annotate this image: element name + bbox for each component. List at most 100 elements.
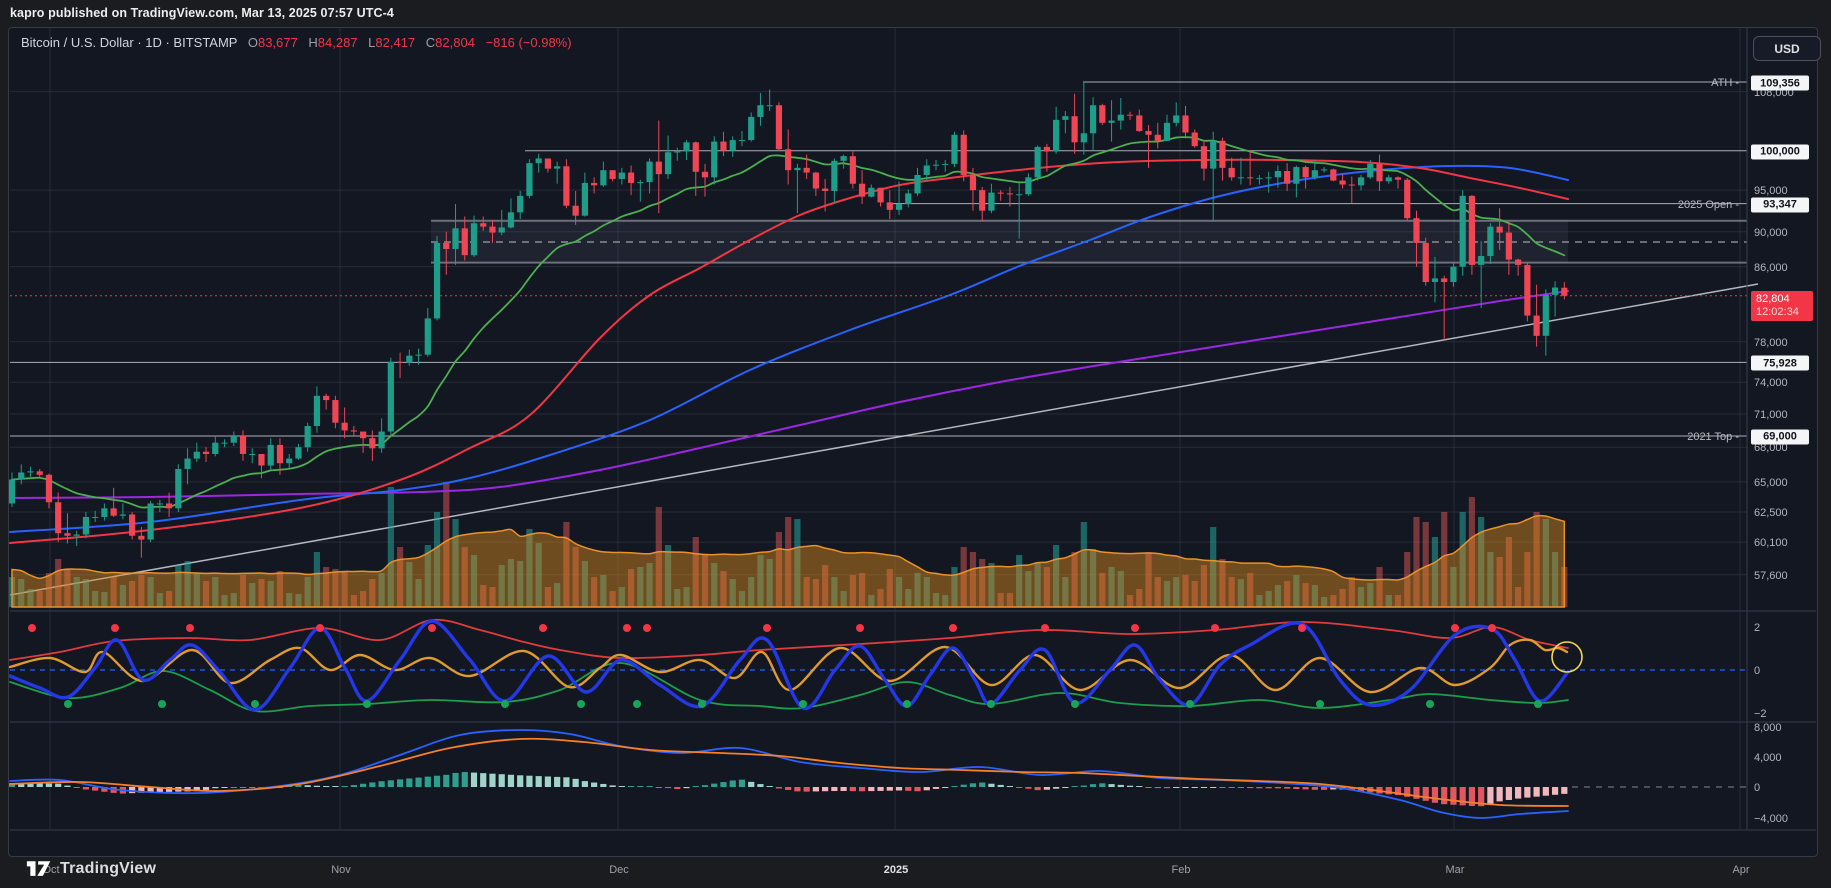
currency-toggle-button[interactable]: USD: [1753, 36, 1821, 61]
cycle-bottom-dot: [1426, 700, 1434, 708]
macd-axis-label: 0: [1754, 782, 1761, 794]
time-axis-label[interactable]: Apr: [1732, 864, 1750, 876]
price-axis-label: 95,000: [1754, 185, 1788, 198]
macd-axis-label: −4,000: [1754, 813, 1788, 825]
price-axis-label: 65,000: [1754, 476, 1788, 489]
cycle-top-dot: [643, 624, 651, 632]
cycle-bottom-dot: [577, 700, 585, 708]
price-axis-label: 86,000: [1754, 261, 1788, 274]
low-label: L: [368, 35, 376, 50]
oscillator-orange-line: [9, 638, 1569, 694]
open-label: O: [247, 35, 258, 50]
price-axis-label: 71,000: [1754, 409, 1788, 421]
price-level-box: 109,356: [1751, 75, 1809, 91]
oscillator-blue-line: [9, 619, 1570, 712]
macd-signal-line: [9, 737, 1569, 807]
price-level-box: 69,000: [1751, 429, 1809, 445]
volume-bars: [9, 482, 1568, 607]
cycle-top-dot: [186, 624, 194, 632]
high-value: 84,287: [317, 35, 358, 50]
cycle-bottom-dot: [698, 700, 706, 708]
cycle-bottom-dot: [64, 700, 72, 708]
price-level-tag: 2021 Top -: [1687, 430, 1739, 443]
cycle-top-dot: [1488, 624, 1496, 632]
close-value: 82,804: [435, 35, 475, 50]
cycle-bottom-dot: [1186, 700, 1194, 708]
published-header: kapro published on TradingView.com, Mar …: [10, 6, 394, 20]
cycle-bottom-dot: [633, 700, 641, 708]
cycle-top-dot: [763, 624, 771, 632]
tradingview-footer[interactable]: TradingView: [26, 858, 156, 880]
price-axis-label: 60,100: [1754, 537, 1788, 550]
oscillator-axis-label: −2: [1754, 708, 1767, 720]
cycle-top-dot: [1041, 624, 1049, 632]
cycle-top-dot: [1451, 624, 1459, 632]
last-price-box[interactable]: 82,804 12:02:34: [1751, 290, 1813, 321]
price-level-tag: ATH -: [1711, 77, 1739, 89]
cycle-bottom-dot: [903, 700, 911, 708]
cycle-top-dot: [1298, 624, 1306, 632]
cycle-bottom-dot: [251, 700, 259, 708]
low-value: 82,417: [375, 35, 416, 50]
bar-countdown: 12:02:34: [1756, 305, 1799, 318]
cycle-bottom-dot: [1071, 700, 1079, 708]
cycle-top-dot: [1131, 624, 1139, 632]
cycle-bottom-dot: [363, 700, 371, 708]
cycle-bottom-dot: [799, 700, 807, 708]
time-axis-label[interactable]: Feb: [1171, 864, 1191, 876]
change-value: −816 (−0.98%): [485, 35, 572, 50]
cycle-bottom-dot: [1316, 700, 1324, 708]
macd-axis-label: 4,000: [1754, 752, 1782, 764]
high-label: H: [308, 35, 318, 50]
price-level-box: 75,928: [1751, 355, 1809, 371]
last-price-value: 82,804: [1756, 292, 1790, 305]
price-level-tag: 2025 Open -: [1677, 198, 1739, 211]
cycle-top-dot: [1211, 624, 1219, 632]
open-value: 83,677: [257, 35, 298, 50]
tradingview-logo-icon: [26, 861, 51, 876]
price-level-box: 100,000: [1751, 144, 1809, 160]
price-chart-canvas[interactable]: [9, 28, 1817, 856]
cycle-top-dot: [428, 624, 436, 632]
chart-widget: Bitcoin / U.S. Dollar · 1D · BITSTAMP O8…: [8, 27, 1821, 876]
oscillator-red-line: [9, 618, 1569, 661]
oscillator-axis-label: 2: [1754, 622, 1761, 634]
highlight-circle-annotation[interactable]: [1551, 641, 1583, 673]
price-axis-label: 62,500: [1754, 507, 1788, 520]
supply-zone[interactable]: [431, 220, 1568, 263]
time-axis-label[interactable]: Mar: [1445, 864, 1465, 876]
time-axis-label[interactable]: 2025: [883, 864, 909, 876]
cycle-top-dot: [28, 624, 36, 632]
price-axis-label: 57,600: [1754, 569, 1788, 582]
time-axis-label[interactable]: Dec: [609, 864, 629, 876]
tradingview-brand-text: TradingView: [60, 860, 157, 877]
cycle-top-dot: [623, 624, 631, 632]
symbol-title: Bitcoin / U.S. Dollar · 1D · BITSTAMP: [21, 35, 238, 50]
volume-ma-area: [11, 514, 1566, 608]
cycle-top-dot: [111, 624, 119, 632]
price-axis-label: 68,000: [1754, 442, 1788, 455]
price-axis-label: 74,000: [1754, 377, 1788, 390]
price-axis-label: 78,000: [1754, 336, 1788, 349]
ma-50-red: [9, 158, 1569, 544]
macd-line: [9, 729, 1569, 819]
trendline[interactable]: [9, 283, 1759, 596]
ma-200-purple: [9, 290, 1569, 499]
cycle-bottom-dot: [501, 700, 509, 708]
price-level-box: 93,347: [1751, 197, 1809, 213]
oscillator-axis-label: 0: [1754, 665, 1761, 677]
cycle-bottom-dot: [1534, 700, 1542, 708]
cycle-top-dot: [316, 624, 324, 632]
symbol-legend[interactable]: Bitcoin / U.S. Dollar · 1D · BITSTAMP O8…: [21, 35, 572, 50]
close-label: C: [425, 35, 436, 50]
cycle-top-dot: [856, 624, 864, 632]
macd-axis-label: 8,000: [1754, 722, 1782, 734]
cycle-top-dot: [949, 624, 957, 632]
cycle-bottom-dot: [158, 700, 166, 708]
cycle-bottom-dot: [987, 700, 995, 708]
time-axis-label[interactable]: Nov: [331, 864, 351, 876]
cycle-top-dot: [539, 624, 547, 632]
macd-histogram: [9, 772, 1568, 807]
price-axis-label: 90,000: [1754, 226, 1788, 239]
